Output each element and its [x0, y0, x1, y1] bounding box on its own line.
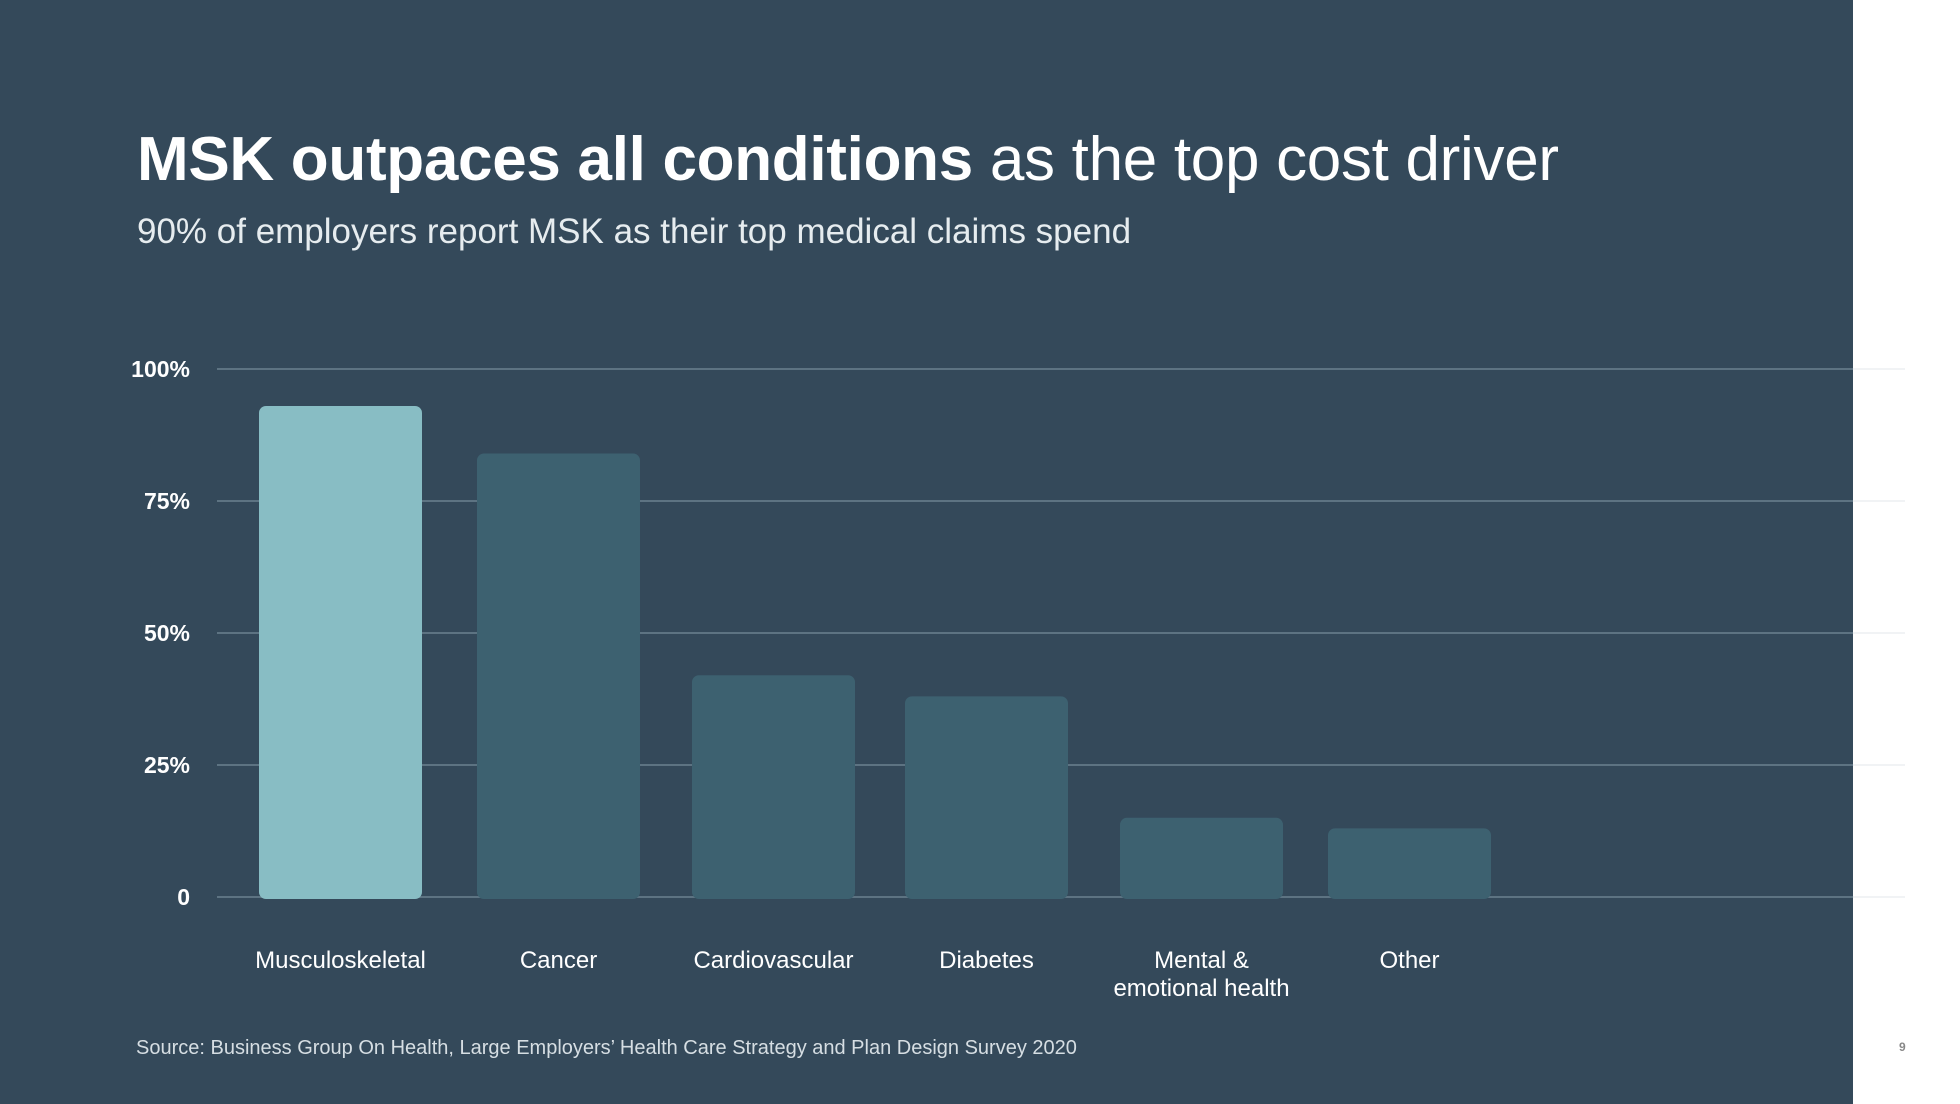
x-category-label: Cancer	[520, 947, 597, 974]
page-number: 9	[1899, 1040, 1906, 1054]
x-category-label-line: Musculoskeletal	[255, 947, 426, 974]
x-category-label-line: Cancer	[520, 947, 597, 974]
y-axis-ticks: 0 25% 50% 75% 100%	[131, 356, 190, 910]
x-axis-labels: Musculoskeletal Cancer Cardiovascular Diabe…	[255, 947, 1439, 1002]
x-category-label-line: emotional health	[1113, 975, 1289, 1002]
bar-cardiovascular	[692, 675, 855, 899]
bar-mental-emotional-health	[1120, 817, 1283, 899]
x-category-label: Diabetes	[939, 947, 1034, 974]
y-tick-label: 50%	[144, 620, 190, 646]
slide-subtitle: 90% of employers report MSK as their top…	[137, 212, 1132, 251]
source-citation: Source: Business Group On Health, Large …	[136, 1037, 1077, 1059]
x-category-label-line: Cardiovascular	[693, 947, 853, 974]
x-category-label: Cardiovascular	[693, 947, 853, 974]
bar-diabetes	[905, 696, 1068, 899]
bar-musculoskeletal	[259, 405, 422, 899]
x-category-label-line: Other	[1379, 947, 1439, 974]
y-tick-label: 75%	[144, 488, 190, 514]
y-tick-label: 100%	[131, 356, 190, 382]
x-category-label: Mental & emotional health	[1113, 947, 1289, 1002]
slide-title: MSK outpaces all conditions as the top c…	[137, 124, 1559, 196]
x-category-label: Other	[1379, 947, 1439, 974]
bar-other	[1328, 828, 1491, 899]
title-regular-part: as the top cost driver	[972, 125, 1559, 194]
title-bold-part: MSK outpaces all conditions	[137, 125, 973, 194]
bars	[259, 405, 1491, 899]
y-tick-label: 25%	[144, 752, 190, 778]
y-tick-label: 0	[177, 884, 190, 910]
x-category-label-line: Mental &	[1154, 947, 1249, 974]
x-category-label-line: Diabetes	[939, 947, 1034, 974]
x-category-label: Musculoskeletal	[255, 947, 426, 974]
bar-cancer	[477, 453, 640, 899]
